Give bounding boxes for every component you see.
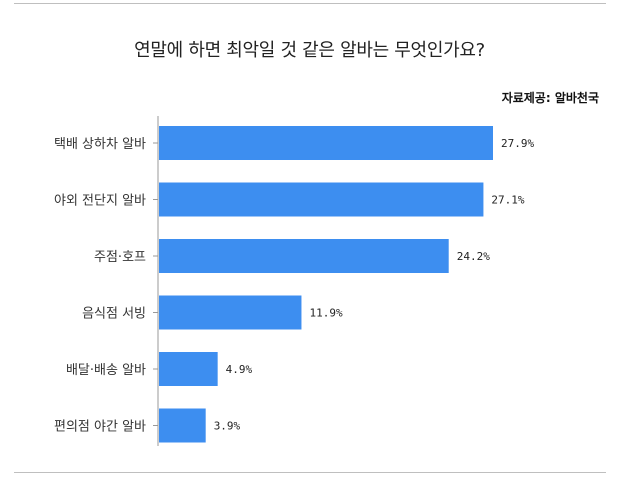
bar <box>159 352 218 386</box>
source-credit: 자료제공: 알바천국 <box>501 91 599 105</box>
bar <box>159 295 302 330</box>
value-label: 11.9% <box>309 307 342 320</box>
category-label: 주점·호프 <box>94 250 146 265</box>
category-label: 편의점 야간 알바 <box>54 420 146 435</box>
value-label: 24.2% <box>457 250 490 263</box>
bar <box>159 126 493 160</box>
bar <box>159 182 484 217</box>
category-label: 야외 전단지 알바 <box>54 194 146 209</box>
value-label: 3.9% <box>214 420 241 433</box>
category-label: 배달·배송 알바 <box>66 363 146 378</box>
value-label: 4.9% <box>226 363 253 376</box>
value-label: 27.9% <box>501 137 534 150</box>
category-label: 음식점 서빙 <box>82 307 146 322</box>
value-label: 27.1% <box>491 194 524 207</box>
top-rule <box>14 3 606 4</box>
bar <box>159 408 206 443</box>
bar <box>159 239 449 273</box>
category-label: 택배 상하차 알바 <box>54 137 146 152</box>
bottom-rule <box>14 472 606 473</box>
chart-title: 연말에 하면 최악일 것 같은 알바는 무엇인가요? <box>134 40 485 61</box>
